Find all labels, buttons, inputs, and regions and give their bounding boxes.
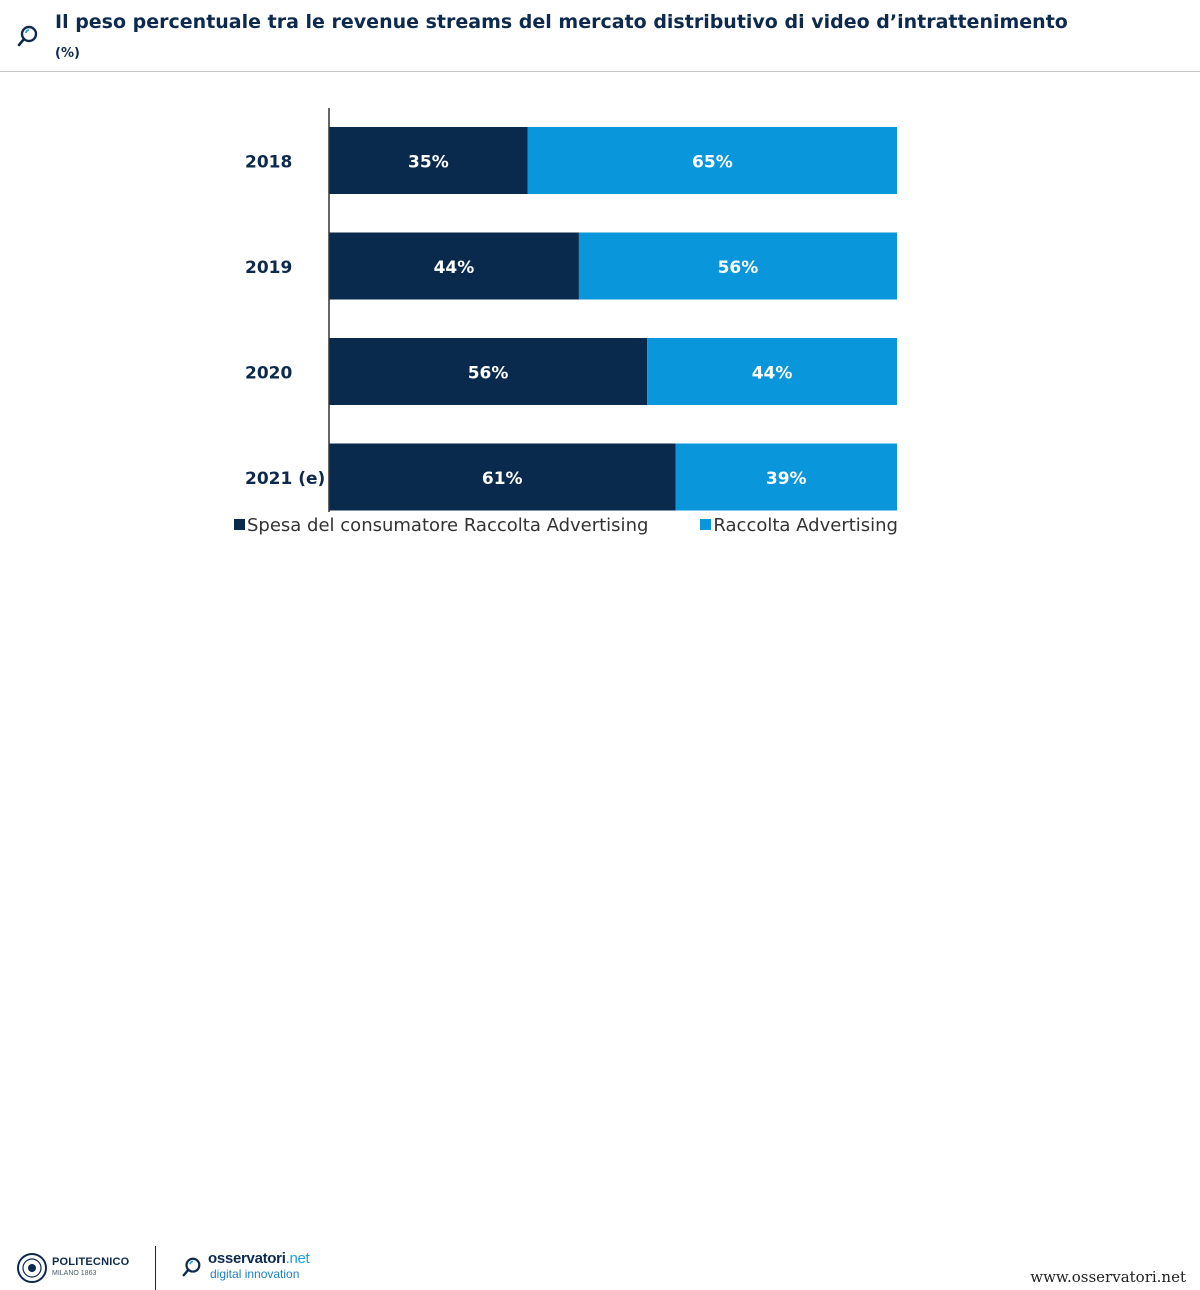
polimi-logo-subtext: MILANO 1863 [52,1270,97,1277]
data-label: 65% [692,153,733,173]
data-label: 44% [752,364,793,384]
data-label: 44% [434,258,475,278]
osservatori-tagline: digital innovation [210,1267,300,1281]
data-label: 35% [408,153,449,173]
legend-swatch-advertising [700,519,712,530]
legend-swatch-consumer [234,519,245,530]
bar-segment-consumer [329,338,648,405]
data-label: 61% [482,469,523,489]
page-subtitle: (%) [55,46,80,61]
chart-legend: Spesa del consumatore Raccolta Advertisi… [234,512,934,539]
bar-segment-advertising [527,127,897,194]
magnifier-icon [17,25,38,47]
bar-segment-advertising [578,232,897,300]
osservatori-logo-text: osservatori.net [208,1250,310,1267]
stacked-bar-chart: 2018 35% 65% 2019 44% 56% 2020 56% 44% 2021 (e) 61… [245,108,897,512]
osservatori-logo-tld: .net [285,1250,310,1267]
osservatori-magnifier-icon [182,1257,201,1277]
category-label: 2021 (e) [245,469,325,489]
polimi-seal-icon [17,1253,47,1283]
bar-segment-consumer [329,232,579,300]
data-label: 39% [766,469,807,489]
footer: POLITECNICO MILANO 1863 osservatori.net … [0,620,1200,1290]
website-link[interactable]: www.osservatori.net [1030,1268,1186,1286]
bar-segment-advertising [675,443,897,511]
footer-divider [155,1246,156,1290]
bar-segment-advertising [647,338,897,405]
bar-segment-consumer [329,127,528,194]
header-divider [0,71,1200,72]
legend-label-advertising: Raccolta Advertising [713,515,898,536]
data-label: 56% [718,258,759,278]
data-label: 56% [468,364,509,384]
polimi-logo-text: POLITECNICO [52,1256,130,1268]
page-title: Il peso percentuale tra le revenue strea… [55,11,1068,33]
category-label: 2018 [245,153,292,173]
category-label: 2019 [245,258,292,278]
bar-segment-consumer [329,443,676,511]
legend-label-consumer: Spesa del consumatore Raccolta Advertisi… [247,515,649,536]
category-label: 2020 [245,364,292,384]
osservatori-logo-name: osservatori [208,1250,286,1267]
